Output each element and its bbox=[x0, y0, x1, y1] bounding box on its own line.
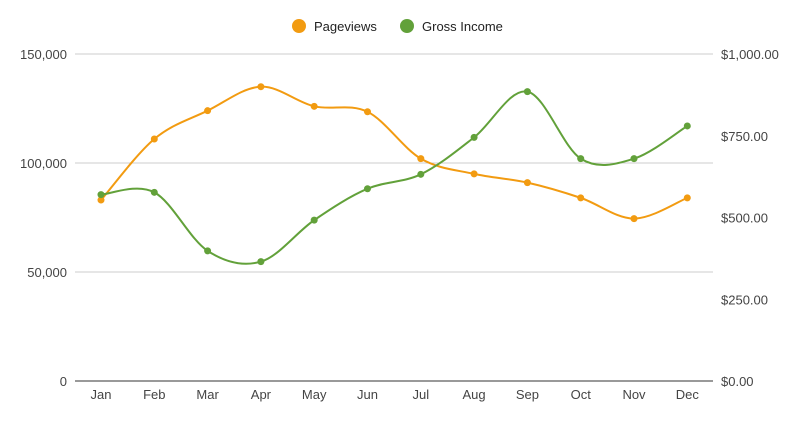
legend-label-pageviews: Pageviews bbox=[314, 19, 377, 34]
data-point-gross-income[interactable] bbox=[523, 88, 531, 96]
right-y-axis: $0.00 $250.00 $500.00 $750.00 $1,000.00 bbox=[721, 47, 779, 389]
left-y-axis: 0 50,000 100,000 150,000 bbox=[20, 47, 67, 389]
x-tick-label: May bbox=[302, 387, 327, 402]
legend[interactable]: Pageviews Gross Income bbox=[292, 19, 503, 34]
x-tick-label: Aug bbox=[463, 387, 486, 402]
x-axis: Jan Feb Mar Apr May Jun Jul Aug Sep Oct Nov Dec bbox=[91, 387, 700, 402]
data-point-gross-income[interactable] bbox=[97, 191, 105, 199]
data-point-pageviews[interactable] bbox=[204, 107, 212, 115]
legend-marker-pageviews bbox=[292, 19, 306, 33]
legend-item-pageviews[interactable]: Pageviews bbox=[292, 19, 377, 34]
data-point-gross-income[interactable] bbox=[577, 155, 585, 163]
right-tick-label: $750.00 bbox=[721, 129, 768, 144]
legend-label-gross-income: Gross Income bbox=[422, 19, 503, 34]
right-tick-label: $500.00 bbox=[721, 211, 768, 226]
left-tick-label: 100,000 bbox=[20, 156, 67, 171]
right-tick-label: $0.00 bbox=[721, 374, 754, 389]
data-point-pageviews[interactable] bbox=[470, 170, 478, 178]
left-tick-label: 150,000 bbox=[20, 47, 67, 62]
x-tick-label: Apr bbox=[251, 387, 272, 402]
data-point-gross-income[interactable] bbox=[417, 170, 425, 178]
data-point-pageviews[interactable] bbox=[523, 179, 531, 187]
data-point-gross-income[interactable] bbox=[150, 188, 158, 196]
data-point-pageviews[interactable] bbox=[577, 194, 585, 202]
left-tick-label: 0 bbox=[60, 374, 67, 389]
x-tick-label: Sep bbox=[516, 387, 539, 402]
x-tick-label: Mar bbox=[196, 387, 219, 402]
series-line-gross-income bbox=[100, 90, 688, 265]
data-point-pageviews[interactable] bbox=[683, 194, 691, 202]
x-tick-label: Oct bbox=[571, 387, 592, 402]
x-tick-label: Feb bbox=[143, 387, 165, 402]
gridlines bbox=[75, 53, 713, 382]
series-pageviews bbox=[97, 83, 691, 223]
x-tick-label: Nov bbox=[622, 387, 646, 402]
data-point-pageviews[interactable] bbox=[97, 196, 105, 204]
data-point-pageviews[interactable] bbox=[310, 102, 318, 110]
x-tick-label: Jul bbox=[412, 387, 429, 402]
x-tick-label: Dec bbox=[676, 387, 700, 402]
data-point-gross-income[interactable] bbox=[683, 122, 691, 130]
data-point-pageviews[interactable] bbox=[257, 83, 265, 91]
x-tick-label: Jan bbox=[91, 387, 112, 402]
series-line-pageviews bbox=[100, 85, 688, 220]
x-tick-label: Jun bbox=[357, 387, 378, 402]
data-point-gross-income[interactable] bbox=[630, 155, 638, 163]
right-tick-label: $1,000.00 bbox=[721, 47, 779, 62]
data-point-gross-income[interactable] bbox=[364, 185, 371, 193]
data-point-pageviews[interactable] bbox=[630, 215, 638, 223]
data-point-pageviews[interactable] bbox=[364, 108, 371, 116]
data-point-gross-income[interactable] bbox=[257, 258, 265, 266]
series-layer bbox=[97, 83, 691, 266]
series-gross-income bbox=[97, 88, 691, 266]
data-point-gross-income[interactable] bbox=[204, 247, 212, 255]
data-point-pageviews[interactable] bbox=[417, 155, 425, 163]
data-point-pageviews[interactable] bbox=[150, 135, 158, 143]
legend-item-gross-income[interactable]: Gross Income bbox=[400, 19, 503, 34]
data-point-gross-income[interactable] bbox=[310, 216, 318, 224]
right-tick-label: $250.00 bbox=[721, 292, 768, 307]
data-point-gross-income[interactable] bbox=[470, 133, 478, 141]
left-tick-label: 50,000 bbox=[27, 265, 67, 280]
legend-marker-gross-income bbox=[400, 19, 414, 33]
